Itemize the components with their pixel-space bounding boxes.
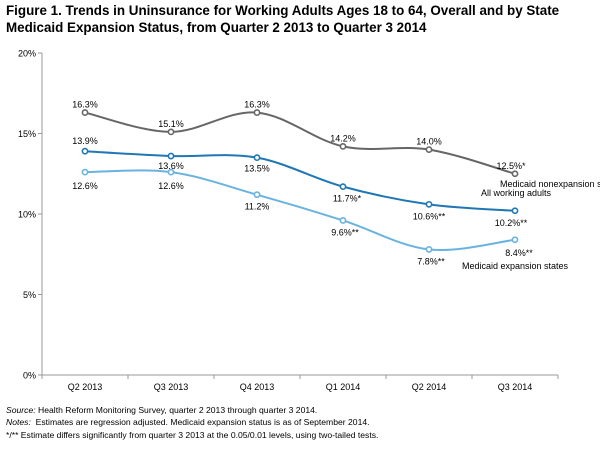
data-label-expansion: 11.2% — [245, 202, 270, 212]
line-chart: 0% 5% 10% 15% 20% Q2 2013 Q3 2013 Q4 2013 Q1 201… — [18, 49, 600, 393]
data-label-nonexpansion: 14.2% — [330, 133, 356, 143]
x-tick-label: Q4 2013 — [240, 382, 275, 392]
data-label-nonexpansion: 14.0% — [416, 137, 442, 147]
data-label-expansion: 7.8%** — [417, 256, 445, 266]
data-label-all-working-adults: 13.6% — [158, 161, 184, 171]
x-tick-label: Q1 2014 — [326, 382, 361, 392]
data-point-all-working-adults — [425, 200, 433, 208]
series-name-all-working-adults: All working adults — [481, 188, 552, 198]
chart-axes: 0% 5% 10% 15% 20% Q2 2013 Q3 2013 Q4 2013 Q1 201… — [18, 49, 559, 392]
data-label-expansion: 12.6% — [72, 181, 98, 191]
data-label-all-working-adults: 11.7%* — [333, 194, 362, 204]
chart-notes: Source: Health Reform Monitoring Survey,… — [6, 404, 596, 441]
series-name-expansion: Medicaid expansion states — [462, 261, 569, 271]
data-label-expansion: 9.6%** — [331, 227, 359, 237]
data-label-nonexpansion: 16.3% — [72, 100, 98, 110]
data-point-nonexpansion — [511, 170, 519, 178]
y-tick-label: 10% — [18, 210, 36, 220]
data-point-expansion — [81, 168, 89, 176]
data-point-all-working-adults — [511, 207, 519, 215]
data-point-expansion — [253, 191, 261, 199]
data-label-all-working-adults: 10.6%** — [413, 211, 446, 221]
chart-series — [81, 109, 519, 253]
data-label-all-working-adults: 13.9% — [72, 136, 98, 146]
x-tick-label: Q3 2014 — [498, 382, 533, 392]
x-tick-label: Q2 2014 — [412, 382, 447, 392]
series-line-expansion — [84, 169, 516, 251]
data-point-all-working-adults — [167, 152, 175, 160]
data-label-all-working-adults: 13.5% — [244, 164, 270, 174]
data-point-expansion — [167, 168, 175, 176]
data-point-all-working-adults — [339, 183, 347, 191]
data-point-nonexpansion — [167, 128, 175, 136]
x-tick-label: Q2 2013 — [68, 382, 103, 392]
data-point-expansion — [511, 236, 519, 244]
y-tick-label: 5% — [23, 290, 36, 300]
data-point-expansion — [339, 217, 347, 224]
data-point-all-working-adults — [81, 147, 89, 155]
series-line-all-working-adults — [84, 150, 516, 212]
y-tick-label: 15% — [18, 129, 36, 139]
data-label-nonexpansion: 15.1% — [158, 119, 184, 129]
data-point-nonexpansion — [339, 142, 347, 150]
data-label-nonexpansion: 16.3% — [244, 100, 270, 110]
data-point-all-working-adults — [253, 154, 261, 162]
data-point-expansion — [425, 246, 433, 253]
series-name-nonexpansion: Medicaid nonexpansion states — [500, 179, 600, 189]
data-label-expansion: 12.6% — [158, 181, 184, 191]
notes-note: Notes: Estimates are regression adjusted… — [6, 417, 370, 428]
series-line-nonexpansion — [84, 111, 516, 175]
data-point-nonexpansion — [253, 109, 261, 116]
source-note: Source: Health Reform Monitoring Survey,… — [6, 405, 318, 415]
data-point-nonexpansion — [81, 109, 89, 116]
chart-title: Figure 1. Trends in Uninsurance for Work… — [6, 3, 560, 35]
data-label-all-working-adults: 10.2%** — [495, 218, 528, 228]
data-label-nonexpansion: 12.5%* — [496, 161, 526, 171]
significance-note: */** Estimate differs significantly from… — [6, 429, 379, 440]
y-tick-label: 20% — [18, 49, 36, 59]
data-label-expansion: 8.4%** — [505, 248, 533, 258]
data-point-nonexpansion — [425, 146, 433, 153]
chart-data-labels: 16.3% 15.1% 16.3% 14.2% 14.0% 12.5%* Medicaid … — [72, 100, 600, 271]
y-tick-label: 0% — [23, 371, 36, 381]
x-tick-label: Q3 2013 — [154, 382, 189, 392]
